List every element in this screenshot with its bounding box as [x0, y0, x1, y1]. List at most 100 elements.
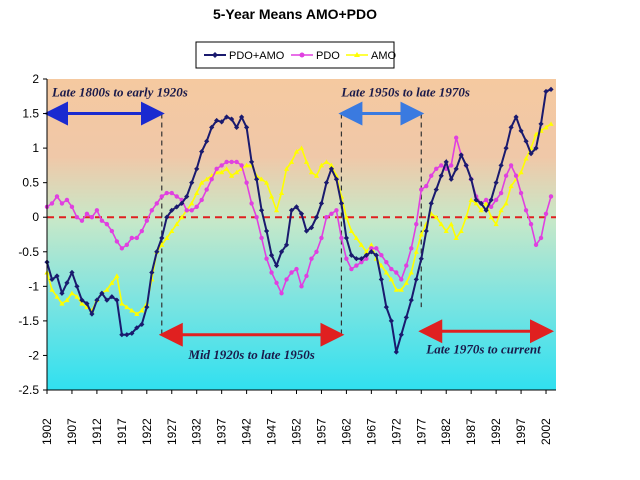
data-point [434, 166, 439, 172]
y-tick-label: 2 [32, 72, 39, 86]
data-point [224, 114, 230, 120]
data-point [299, 284, 304, 289]
x-tick-label: 1967 [364, 418, 378, 445]
data-point [493, 180, 499, 186]
data-point [448, 176, 454, 182]
data-point [498, 162, 504, 168]
data-point [84, 211, 90, 216]
x-tick-label: 1947 [265, 418, 279, 445]
data-point [473, 200, 479, 206]
y-tick-label: -1 [28, 279, 39, 293]
data-point [269, 270, 274, 275]
data-point [438, 221, 444, 227]
data-point [263, 180, 270, 185]
data-point [333, 176, 340, 182]
data-point [528, 151, 534, 157]
y-tick-label: 0.5 [22, 176, 39, 190]
data-point [538, 121, 544, 127]
data-point [49, 287, 55, 292]
data-point [274, 280, 279, 286]
legend-marker [299, 52, 305, 58]
data-point [293, 148, 300, 154]
legend-label: PDO+AMO [229, 50, 285, 62]
data-point [144, 304, 150, 310]
data-point [423, 228, 429, 234]
data-point [428, 200, 434, 206]
data-point [64, 197, 70, 203]
x-tick-label: 1932 [190, 418, 204, 445]
data-point [508, 183, 514, 189]
data-point [378, 276, 384, 283]
data-point [89, 215, 95, 220]
data-point [318, 162, 325, 168]
data-point [64, 280, 70, 286]
data-point [334, 208, 339, 213]
data-point [433, 214, 439, 220]
data-point [273, 207, 280, 213]
data-point [268, 193, 275, 199]
data-point [189, 200, 195, 206]
x-tick-label: 1957 [314, 418, 328, 445]
data-point [439, 163, 444, 168]
data-point [244, 124, 250, 130]
data-point [363, 252, 369, 258]
data-point [318, 200, 325, 206]
data-point [104, 287, 110, 292]
data-point [313, 173, 320, 178]
data-point [483, 207, 489, 213]
data-point [398, 332, 404, 338]
x-tick-label: 1902 [40, 418, 54, 445]
data-point [508, 163, 514, 168]
data-point [419, 187, 424, 192]
data-point [363, 249, 369, 254]
data-point [59, 290, 65, 296]
data-point [194, 204, 199, 210]
data-point [548, 194, 554, 199]
y-tick-label: -1.5 [18, 314, 39, 328]
data-point [518, 190, 524, 196]
data-point [389, 266, 394, 272]
data-point [204, 138, 210, 144]
data-point [483, 197, 489, 203]
data-point [179, 214, 185, 220]
data-point [154, 201, 159, 206]
data-point [413, 249, 419, 254]
data-point [323, 159, 330, 164]
x-tick-label: 1937 [215, 418, 229, 445]
data-point [458, 228, 464, 234]
y-tick-label: 0 [32, 210, 39, 224]
x-tick-label: 1907 [65, 418, 79, 445]
data-point [234, 159, 239, 165]
data-point [244, 162, 250, 168]
data-point [543, 88, 549, 95]
x-tick-label: 1997 [514, 418, 528, 445]
data-point [279, 291, 284, 296]
data-point [234, 169, 240, 175]
data-point [239, 114, 245, 120]
data-point [248, 159, 255, 165]
data-point [84, 301, 90, 307]
data-point [109, 280, 115, 285]
data-point [403, 314, 409, 321]
data-point [109, 294, 115, 300]
data-point [523, 155, 529, 161]
data-point [54, 294, 60, 299]
legend-marker [354, 52, 360, 57]
data-point [298, 145, 305, 151]
data-point [513, 114, 519, 120]
annotation-label: Mid 1920s to late 1950s [187, 347, 314, 362]
data-point [139, 307, 145, 313]
data-point [249, 201, 254, 206]
data-point [394, 270, 399, 275]
y-tick-label: -2 [28, 348, 39, 362]
data-point [124, 332, 130, 338]
data-point [54, 194, 60, 199]
data-point [278, 190, 285, 196]
data-point [349, 266, 354, 272]
data-point [364, 256, 369, 261]
data-point [323, 180, 330, 186]
data-point [164, 214, 170, 220]
data-point [159, 235, 165, 241]
data-point [358, 256, 364, 262]
